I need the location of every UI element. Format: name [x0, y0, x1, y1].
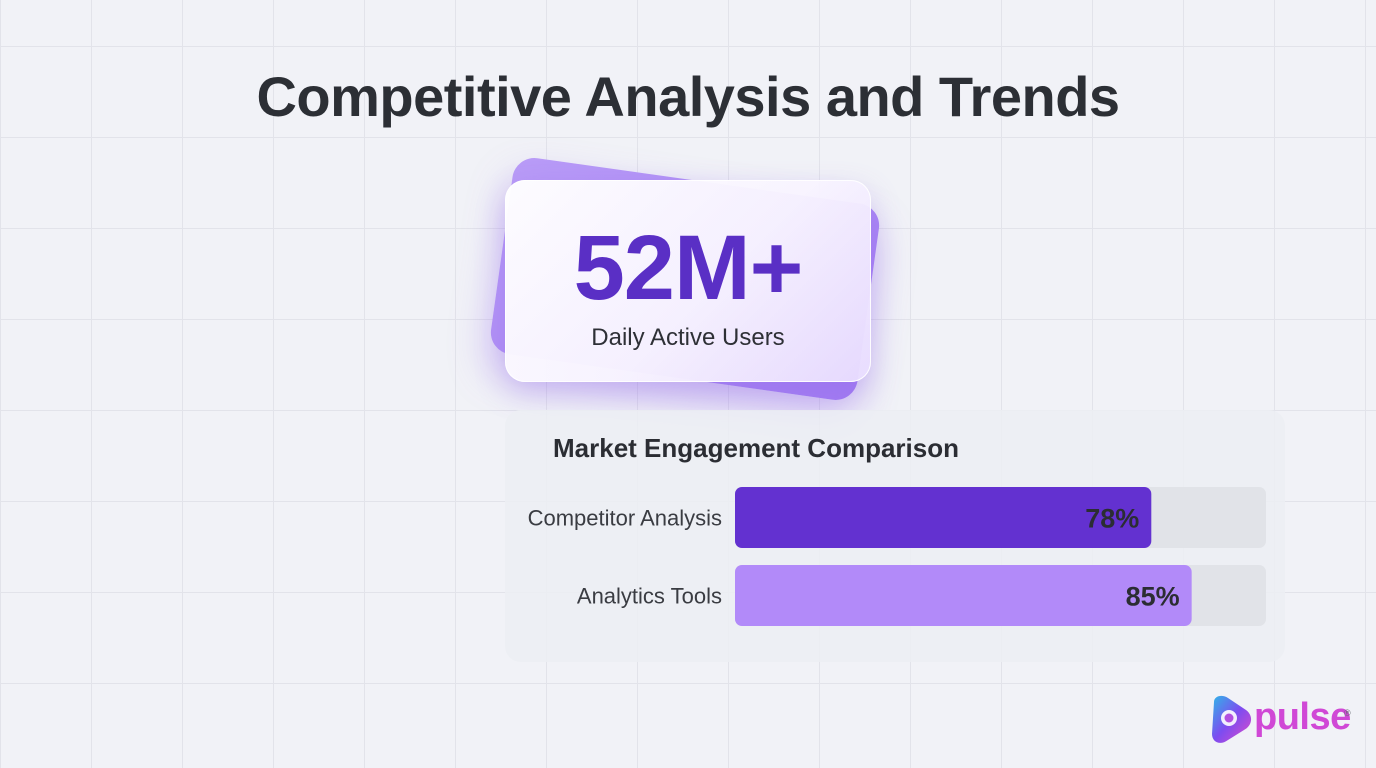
- stat-card-group: 52M+ Daily Active Users: [488, 155, 890, 405]
- category-label: Competitor Analysis: [528, 506, 722, 531]
- stat-label: Daily Active Users: [591, 324, 785, 351]
- page-title: Competitive Analysis and Trends: [256, 65, 1120, 128]
- data-label: 78%: [1085, 504, 1139, 534]
- logo-text: pulse: [1254, 696, 1351, 738]
- stat-card: 52M+ Daily Active Users: [505, 180, 871, 382]
- chart-title: Market Engagement Comparison: [553, 433, 959, 463]
- bar: [735, 565, 1192, 626]
- pulse-logo-icon: [1212, 695, 1252, 743]
- bar: [735, 487, 1152, 548]
- stat-value: 52M+: [573, 217, 804, 319]
- category-label: Analytics Tools: [577, 584, 722, 609]
- data-label: 85%: [1126, 582, 1180, 612]
- registered-mark: ®: [1344, 708, 1351, 718]
- pulse-logo: pulse ®: [1208, 694, 1358, 748]
